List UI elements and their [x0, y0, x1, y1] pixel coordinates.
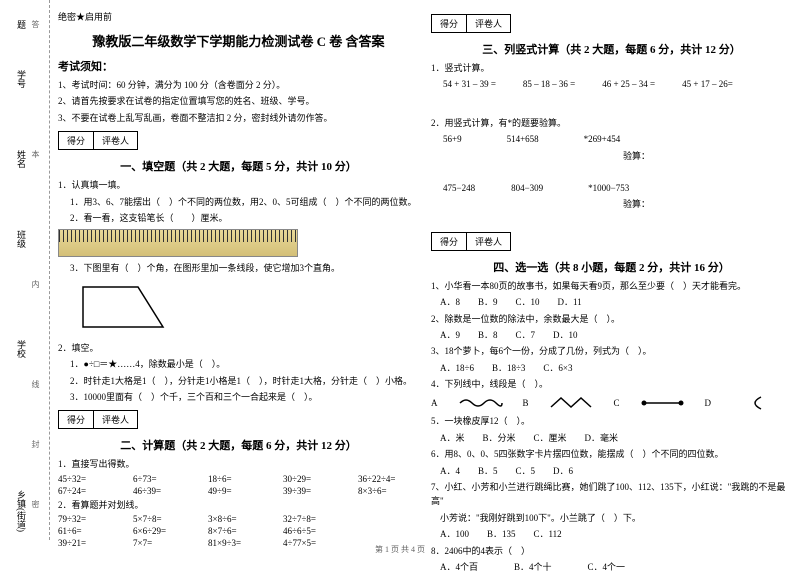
- choice-line: 小芳说："我刚好跳到100下"。小兰跳了（ ）下。: [431, 511, 792, 525]
- vert2-row: 验算：: [431, 149, 792, 163]
- calc2-stem: 2．看算题并对划线。: [58, 498, 419, 512]
- option-d-label: D: [705, 398, 712, 408]
- margin-dash: 答: [30, 20, 41, 28]
- score-box: 得分 评卷人: [58, 131, 138, 150]
- score-box: 得分 评卷人: [58, 410, 138, 429]
- binding-margin: 题 答 学号 姓名 本 班级 内 学校 线 封 乡镇(街道) 密: [0, 0, 50, 540]
- q2-item: 2．时针走1大格是1（ ），分针走1小格是1（ ），时针走1大格，分针走（ ）小…: [58, 374, 419, 388]
- section-4-title: 四、选一选（共 8 小题，每题 2 分，共计 16 分）: [431, 259, 792, 275]
- trapezoid-shape: [78, 282, 168, 332]
- calc1-stem: 1．直接写出得数。: [58, 457, 419, 471]
- choice-line: A．9 B．8 C．7 D．10: [431, 328, 792, 342]
- q2-stem: 2．填空。: [58, 341, 419, 355]
- calc-row: 67÷24=46÷39=49÷9=39÷39=8×3÷6=: [58, 486, 419, 496]
- q1-stem: 1．认真填一填。: [58, 178, 419, 192]
- margin-dash: 本: [30, 150, 41, 158]
- choice-line: A．米 B．分米 C．厘米 D．毫米: [431, 431, 792, 445]
- choice-line: 7、小红、小芳和小兰进行跳绳比赛，她们跳了100、112、135下，小红说："我…: [431, 480, 792, 509]
- margin-dash: 封: [30, 440, 41, 448]
- vert2-stem: 2．用竖式计算，有*的题要验算。: [431, 116, 792, 130]
- q2-item: 3．10000里面有（ ）个千，三个百和三个一合起来是（ ）。: [58, 390, 419, 404]
- calc-row: 79÷32=5×7÷8=3×8÷6=32÷7÷8=: [58, 514, 419, 524]
- q1-item: 1．用3、6、7能摆出（ ）个不同的两位数，用2、0、5可组成（ ）个不同的两位…: [58, 195, 419, 209]
- q1-item: 3．下图里有（ ）个角，在图形里加一条线段，使它增加3个直角。: [58, 261, 419, 275]
- segment-c-icon: [640, 395, 685, 410]
- vert1-row: 54 + 31 – 39 = 85 – 18 – 36 = 46 + 25 – …: [431, 77, 792, 91]
- score-box: 得分 评卷人: [431, 232, 511, 251]
- ruler-image: [58, 229, 298, 257]
- margin-dash: 线: [30, 380, 41, 388]
- option-c-label: C: [614, 398, 620, 408]
- wave-b-icon: [549, 395, 594, 410]
- page-container: 题 答 学号 姓名 本 班级 内 学校 线 封 乡镇(街道) 密 绝密★启用前 …: [0, 0, 800, 540]
- choice-line: A．8 B．9 C．10 D．11: [431, 295, 792, 309]
- score-cell: 得分: [432, 233, 467, 250]
- option-a-label: A: [431, 398, 438, 408]
- choice-line: A．18÷6 B．18÷3 C．6×3: [431, 361, 792, 375]
- calc-row: 61÷6=6×6÷29=8×7÷6=46÷6÷5=: [58, 526, 419, 536]
- spacer: [431, 214, 792, 228]
- choice-line: A．100 B．135 C．112: [431, 527, 792, 541]
- vert2-row: 475−248 804−309 *1000−753: [431, 181, 792, 195]
- choice-line: A．4 B．5 C．5 D．6: [431, 464, 792, 478]
- section-1-title: 一、填空题（共 2 大题，每题 5 分，共计 10 分）: [58, 158, 419, 174]
- grader-cell: 评卷人: [94, 411, 137, 428]
- notice-line: 1、考试时间：60 分钟，满分为 100 分（含卷面分 2 分）。: [58, 78, 419, 92]
- choice-line: 3、18个萝卜，每6个一份，分成了几份，列式为（ ）。: [431, 344, 792, 358]
- score-cell: 得分: [59, 411, 94, 428]
- score-box: 得分 评卷人: [431, 14, 511, 33]
- q1-item: 2．看一看，这支铅笔长（ ）厘米。: [58, 211, 419, 225]
- right-column: 得分 评卷人 三、列竖式计算（共 2 大题，每题 6 分，共计 12 分） 1．…: [431, 10, 792, 530]
- content-area: 绝密★启用前 豫教版二年级数学下学期能力检测试卷 C 卷 含答案 考试须知： 1…: [50, 0, 800, 540]
- q2-item: 1．●÷□＝★……4，除数最小是（ ）。: [58, 357, 419, 371]
- margin-label: 题: [15, 20, 28, 29]
- arc-d-icon: [731, 395, 776, 410]
- vert1-stem: 1．竖式计算。: [431, 61, 792, 75]
- margin-label: 学校: [15, 340, 28, 358]
- notice-line: 2、请首先按要求在试卷的指定位置填写您的姓名、班级、学号。: [58, 94, 419, 108]
- option-b-label: B: [523, 398, 529, 408]
- choice-line: 1、小华看一本80页的故事书，如果每天看9页，那么至少要（ ）天才能看完。: [431, 279, 792, 293]
- vert2-row: 验算：: [431, 197, 792, 211]
- spacer: [431, 94, 792, 114]
- score-cell: 得分: [59, 132, 94, 149]
- choice-line: 8．2406中的4表示（ ）: [431, 544, 792, 558]
- grader-cell: 评卷人: [467, 15, 510, 32]
- spacer: [431, 165, 792, 179]
- notice-title: 考试须知：: [58, 58, 419, 74]
- calc-row: 45÷32=6÷73=18÷6=30÷29=36÷22÷4=: [58, 474, 419, 484]
- wave-a-icon: [458, 395, 503, 410]
- vert2-row: 56+9 514+658 *269+454: [431, 132, 792, 146]
- choice-line: 4．下列线中，线段是（ ）。: [431, 377, 792, 391]
- secret-label: 绝密★启用前: [58, 10, 419, 23]
- left-column: 绝密★启用前 豫教版二年级数学下学期能力检测试卷 C 卷 含答案 考试须知： 1…: [58, 10, 419, 530]
- score-cell: 得分: [432, 15, 467, 32]
- margin-label: 姓名: [15, 150, 28, 168]
- margin-label: 班级: [15, 230, 28, 248]
- line-options: A B C D: [431, 395, 792, 410]
- section-3-title: 三、列竖式计算（共 2 大题，每题 6 分，共计 12 分）: [431, 41, 792, 57]
- section-2-title: 二、计算题（共 2 大题，每题 6 分，共计 12 分）: [58, 437, 419, 453]
- margin-label: 学号: [15, 70, 28, 88]
- choice-line: A．4个百 B．4个十 C．4个一: [431, 560, 792, 574]
- choice-line: 2、除数是一位数的除法中，余数最大是（ ）。: [431, 312, 792, 326]
- margin-label: 乡镇(街道): [15, 490, 28, 532]
- choice-line: 6．用8、0、0、5四张数字卡片摆四位数，能摆成（ ）个不同的四位数。: [431, 447, 792, 461]
- exam-title: 豫教版二年级数学下学期能力检测试卷 C 卷 含答案: [58, 31, 419, 50]
- choice-line: 5．一块橡皮厚12（ ）。: [431, 414, 792, 428]
- ruler-marks: [59, 230, 297, 242]
- notice-line: 3、不要在试卷上乱写乱画，卷面不整洁扣 2 分，密封线外请勿作答。: [58, 111, 419, 125]
- grader-cell: 评卷人: [467, 233, 510, 250]
- margin-dash: 密: [30, 500, 41, 508]
- margin-dash: 内: [30, 280, 41, 288]
- calc-row: 39÷21=7×7=81×9÷3=4÷77×5=: [58, 538, 419, 548]
- grader-cell: 评卷人: [94, 132, 137, 149]
